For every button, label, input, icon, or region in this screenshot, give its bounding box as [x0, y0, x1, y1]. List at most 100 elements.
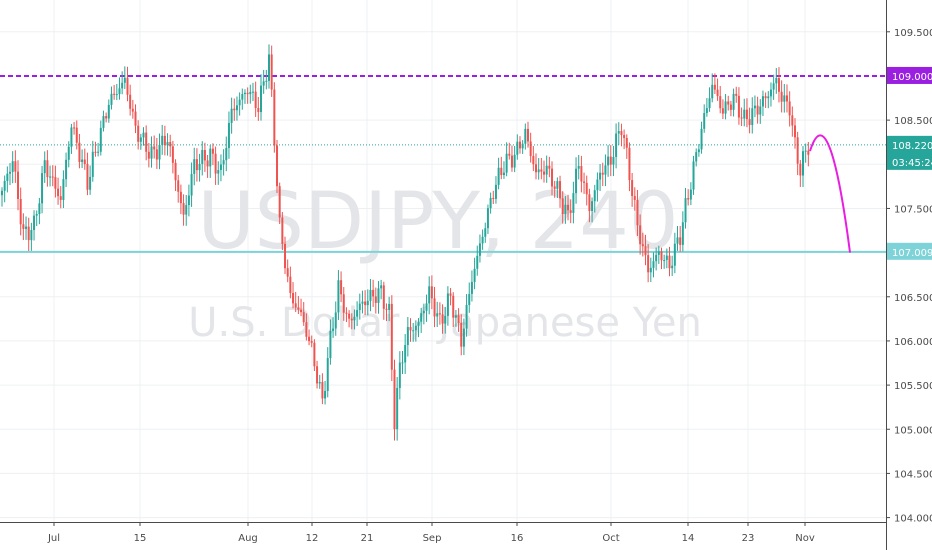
candle: [639, 214, 642, 255]
candle: [393, 359, 396, 441]
candle-body: [612, 156, 615, 165]
candle: [284, 236, 287, 275]
candle: [799, 160, 802, 187]
candle: [518, 136, 521, 154]
candle: [158, 133, 161, 170]
candle: [753, 95, 756, 118]
candle: [729, 100, 732, 117]
candle-body: [743, 109, 746, 119]
candle-body: [273, 89, 276, 146]
candle: [422, 303, 425, 325]
candle-body: [270, 54, 273, 90]
candle-body: [633, 196, 636, 200]
candle-body: [631, 180, 634, 197]
candle: [131, 99, 134, 119]
candle: [99, 120, 102, 156]
candle-body: [281, 217, 284, 244]
y-tick-label: 104.000: [894, 514, 932, 525]
candle: [679, 225, 682, 252]
candle-body: [163, 135, 166, 146]
candle-body: [796, 137, 799, 164]
candle: [532, 146, 535, 172]
candle: [649, 257, 652, 283]
candle-body: [663, 259, 666, 261]
candle: [593, 184, 596, 213]
candle: [6, 166, 9, 193]
candle: [684, 187, 687, 229]
candle: [535, 153, 537, 180]
candle-body: [83, 159, 86, 165]
candle: [313, 339, 316, 371]
candle-body: [337, 280, 340, 313]
candle-body: [129, 94, 132, 109]
candle-body: [193, 159, 196, 174]
candle-body: [422, 310, 425, 314]
candle: [577, 155, 580, 180]
candle: [350, 313, 353, 330]
candle: [251, 82, 254, 102]
candle: [126, 66, 129, 102]
candle-body: [601, 172, 604, 175]
candle: [767, 91, 770, 109]
candle: [692, 155, 695, 195]
candle-body: [505, 153, 508, 173]
candle-body: [107, 104, 110, 119]
projection-path: [809, 134, 851, 253]
candle: [102, 110, 105, 132]
candle-body: [559, 181, 562, 199]
candle: [425, 294, 428, 322]
candle: [457, 308, 460, 332]
candle-body: [532, 156, 535, 165]
current-price-tag-bg: [887, 135, 932, 170]
candle: [163, 125, 166, 156]
candle: [43, 151, 46, 183]
candle: [41, 165, 44, 214]
candle-body: [43, 160, 46, 174]
candle-body: [719, 96, 722, 109]
candle-body: [543, 171, 546, 175]
candle-body: [62, 179, 65, 200]
candle-body: [761, 96, 764, 107]
candle-body: [257, 107, 260, 113]
candle: [145, 125, 148, 161]
candle: [329, 319, 332, 365]
candle-body: [452, 295, 455, 318]
candle-body: [158, 144, 161, 160]
candle-body: [676, 237, 679, 244]
time-axis[interactable]: Jul 15 Aug 12 21 Sep 16 Oct 14 23 Nov: [0, 522, 886, 550]
candle-body: [89, 176, 92, 190]
candle-body: [449, 293, 452, 296]
candle-body: [110, 93, 113, 105]
candle: [94, 141, 97, 157]
candle: [486, 204, 489, 234]
candle: [430, 275, 433, 310]
candle-body: [492, 197, 495, 199]
candle-body: [537, 169, 540, 173]
candle-body: [393, 369, 396, 430]
candle-body: [460, 323, 463, 347]
candle-body: [254, 91, 257, 108]
candle-body: [540, 169, 543, 172]
candle-body: [548, 165, 551, 169]
candle: [121, 71, 124, 95]
candle: [243, 89, 246, 104]
candle: [708, 87, 711, 112]
candle-body: [545, 165, 548, 175]
candle-body: [222, 160, 225, 165]
candle: [807, 141, 810, 167]
candle-body: [497, 167, 500, 185]
candle-body: [38, 203, 41, 214]
candle-body: [649, 267, 652, 273]
candle-body: [753, 105, 756, 109]
y-tick-label: 106.000: [894, 337, 932, 348]
candle-body: [54, 177, 57, 189]
candle: [414, 320, 417, 342]
candle-body: [417, 321, 420, 326]
candle-body: [793, 125, 796, 138]
candle: [494, 176, 497, 204]
candle-body: [241, 94, 244, 100]
candle-body: [454, 315, 457, 318]
candle: [567, 194, 570, 221]
candle: [91, 140, 94, 182]
